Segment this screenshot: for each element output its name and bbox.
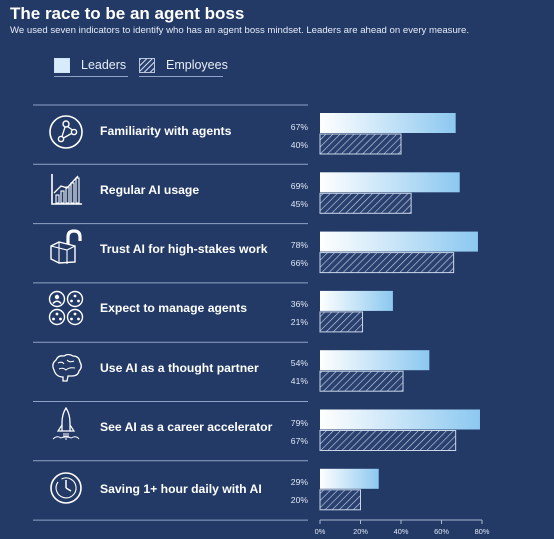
x-tick-0: 0% [314, 527, 326, 536]
bar-leaders-regular-usage [320, 172, 460, 193]
x-tick-80: 80% [474, 527, 490, 536]
row-label-familiarity: Familiarity with agents [100, 124, 232, 138]
bar-leaders-familiarity [320, 113, 456, 133]
bar-leaders-trust [320, 231, 478, 252]
data-label-employees-familiarity: 40% [290, 140, 308, 150]
legend-underline-employees [139, 76, 223, 77]
legend-item-employees: Employees [139, 56, 228, 74]
data-label-employees-regular-usage: 45% [290, 199, 308, 209]
data-label-leaders-trust: 78% [290, 240, 308, 250]
bar-leaders-saving-time [320, 468, 379, 489]
data-label-employees-manage-agents: 21% [290, 317, 308, 327]
rising-bar-chart-icon [51, 174, 82, 205]
people-and-agents-icon [48, 290, 84, 326]
open-padlock-icon [50, 229, 82, 264]
bar-employees-thought-partner [319, 370, 404, 392]
bar-employees-manage-agents [319, 311, 364, 333]
bar-employees-trust [319, 252, 455, 274]
legend-swatch-employees [139, 57, 155, 73]
chart-subtitle: We used seven indicators to identify who… [10, 25, 469, 36]
legend-swatch-leaders [54, 57, 70, 73]
clock-icon [50, 472, 82, 504]
data-label-leaders-regular-usage: 69% [290, 181, 308, 191]
row-label-manage-agents: Expect to manage agents [100, 301, 247, 315]
rocket-icon [52, 406, 80, 440]
brain-icon [52, 353, 82, 382]
x-tick-40: 40% [393, 527, 409, 536]
row-label-thought-partner: Use AI as a thought partner [100, 361, 259, 375]
x-tick-60: 60% [434, 527, 449, 536]
bar-employees-familiarity [319, 133, 402, 155]
data-label-employees-saving-time: 20% [290, 495, 308, 505]
row-label-career: See AI as a career accelerator [100, 420, 273, 434]
data-label-leaders-manage-agents: 36% [290, 299, 308, 309]
legend-label-leaders: Leaders [81, 58, 127, 72]
data-label-leaders-career: 79% [290, 418, 308, 428]
row-label-trust: Trust AI for high-stakes work [100, 242, 268, 256]
bar-employees-career [319, 430, 457, 451]
legend-label-employees: Employees [166, 58, 228, 72]
network-nodes-icon [49, 115, 83, 149]
chart-title: The race to be an agent boss [10, 4, 245, 23]
data-label-employees-thought-partner: 41% [290, 376, 308, 386]
data-label-leaders-saving-time: 29% [290, 477, 308, 487]
data-label-leaders-thought-partner: 54% [290, 358, 308, 368]
data-label-leaders-familiarity: 67% [290, 122, 308, 132]
bar-employees-regular-usage [319, 192, 412, 214]
bar-employees-saving-time [319, 489, 361, 511]
data-label-employees-career: 67% [290, 436, 308, 446]
row-label-saving-time: Saving 1+ hour daily with AI [100, 482, 262, 496]
bar-leaders-career [320, 409, 480, 430]
row-label-regular-usage: Regular AI usage [100, 183, 200, 197]
data-label-employees-trust: 66% [290, 258, 308, 268]
bar-leaders-manage-agents [320, 290, 393, 311]
legend-underline-leaders [54, 76, 128, 77]
x-tick-20: 20% [353, 527, 368, 536]
legend-item-leaders: Leaders [54, 56, 126, 74]
bar-leaders-thought-partner [320, 350, 430, 371]
